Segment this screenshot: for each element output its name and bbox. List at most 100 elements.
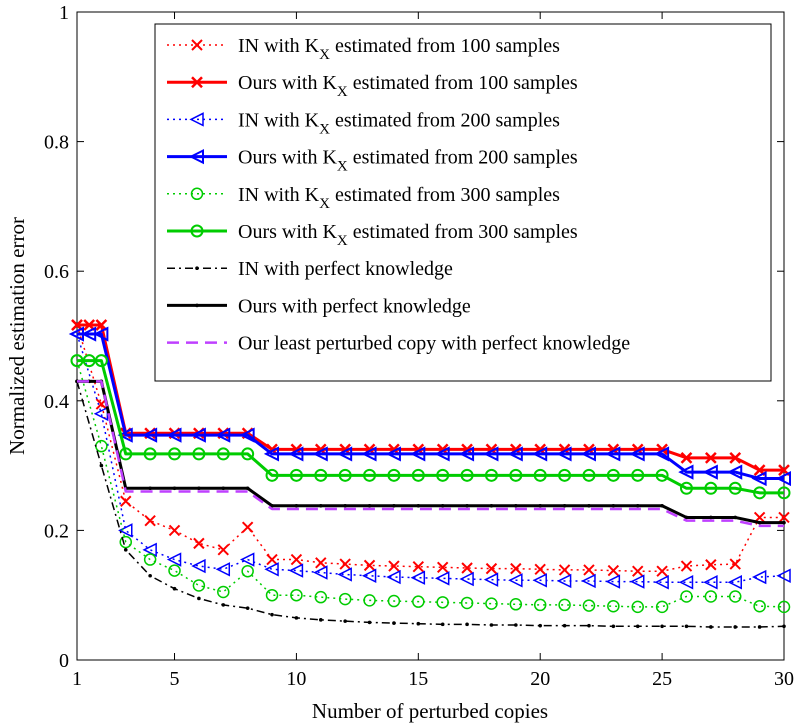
- data-point: [753, 599, 766, 613]
- data-point: [265, 588, 279, 602]
- series-line: [76, 333, 785, 583]
- data-point: [489, 623, 494, 627]
- data-point: [582, 468, 596, 482]
- data-point: [361, 446, 377, 462]
- data-point: [168, 564, 181, 577]
- data-point: [605, 574, 621, 589]
- data-point: [221, 603, 226, 607]
- legend-label-main: Ours with K: [238, 221, 337, 243]
- data-point: [679, 481, 693, 495]
- legend-label-rest: estimated from 300 samples: [330, 184, 560, 206]
- legend-item: IN with KX estimated from 100 samples: [167, 35, 560, 63]
- data-point: [314, 590, 328, 604]
- data-point: [192, 447, 206, 461]
- data-point: [245, 606, 250, 610]
- data-point: [367, 620, 372, 625]
- legend-label: IN with KX estimated from 300 samples: [238, 184, 560, 212]
- data-point: [388, 560, 400, 572]
- data-point: [436, 561, 449, 574]
- data-point: [367, 503, 372, 508]
- data-point: [416, 621, 421, 626]
- data-point: [704, 590, 718, 603]
- data-point: [684, 624, 689, 629]
- series-line: [77, 332, 784, 481]
- data-point: [195, 303, 199, 308]
- data-point: [751, 569, 767, 585]
- data-point: [727, 464, 743, 480]
- data-point: [558, 468, 572, 482]
- data-point: [117, 427, 133, 443]
- data-point: [188, 148, 204, 165]
- data-point: [266, 553, 278, 566]
- y-tick-label: 0: [59, 650, 69, 672]
- axis-ticks: [76, 11, 785, 661]
- data-point: [440, 622, 445, 627]
- data-point: [190, 427, 206, 443]
- x-tick-label: 5: [170, 668, 180, 690]
- data-point: [82, 354, 96, 368]
- data-point: [440, 503, 445, 508]
- data-point: [245, 486, 250, 491]
- data-point: [733, 515, 738, 520]
- data-point: [241, 447, 255, 461]
- data-point: [99, 463, 104, 468]
- x-tick-label: 30: [774, 668, 794, 690]
- data-point: [312, 446, 328, 462]
- legend-box: [154, 23, 772, 382]
- data-point: [436, 596, 449, 609]
- series-line: [76, 381, 785, 628]
- data-point: [562, 623, 567, 628]
- legend: IN with KX estimated from 100 samples Our…: [154, 23, 772, 382]
- y-axis-label: Normalized estimation error: [5, 217, 29, 455]
- legend-label-subscript: X: [319, 47, 330, 63]
- data-point: [190, 187, 204, 201]
- data-point: [532, 573, 547, 588]
- data-point: [195, 266, 199, 271]
- data-point: [294, 503, 299, 508]
- data-point: [193, 537, 205, 550]
- data-point: [757, 625, 762, 629]
- data-point: [141, 427, 158, 443]
- data-point: [583, 564, 595, 576]
- data-point: [655, 468, 669, 482]
- data-point: [339, 558, 351, 570]
- data-point: [728, 590, 742, 603]
- x-tick-labels: 1 5 10 15 20 25 30: [72, 668, 794, 690]
- data-point: [753, 486, 767, 500]
- data-point: [777, 486, 791, 500]
- data-point: [606, 468, 620, 482]
- data-point: [631, 600, 644, 614]
- data-point: [587, 623, 591, 628]
- data-point: [727, 575, 742, 590]
- data-point: [148, 486, 152, 491]
- data-point: [118, 523, 133, 538]
- legend-label-main: IN with perfect knowledge: [238, 258, 453, 280]
- data-point: [385, 446, 401, 462]
- y-tick-label: 0.4: [44, 391, 69, 413]
- legend-label-rest: estimated from 300 samples: [348, 221, 578, 243]
- data-point: [416, 503, 421, 508]
- data-point: [607, 564, 620, 577]
- data-point: [611, 624, 616, 629]
- data-point: [410, 570, 426, 585]
- data-point: [605, 446, 621, 462]
- data-point: [270, 503, 274, 508]
- data-point: [392, 621, 396, 625]
- data-point: [538, 623, 543, 628]
- data-point: [392, 503, 396, 508]
- data-point: [632, 565, 644, 577]
- data-point: [729, 558, 741, 570]
- data-point: [703, 575, 718, 590]
- data-point: [534, 563, 546, 575]
- data-point: [465, 622, 469, 627]
- data-point: [684, 515, 689, 520]
- data-point: [288, 446, 304, 462]
- data-point: [318, 503, 323, 508]
- data-point: [217, 544, 229, 556]
- data-point: [289, 468, 303, 482]
- data-point: [215, 562, 231, 577]
- data-point: [191, 558, 206, 574]
- data-point: [630, 574, 645, 589]
- legend-label: Ours with KX estimated from 100 samples: [238, 72, 578, 100]
- y-tick-label: 0.2: [44, 520, 69, 542]
